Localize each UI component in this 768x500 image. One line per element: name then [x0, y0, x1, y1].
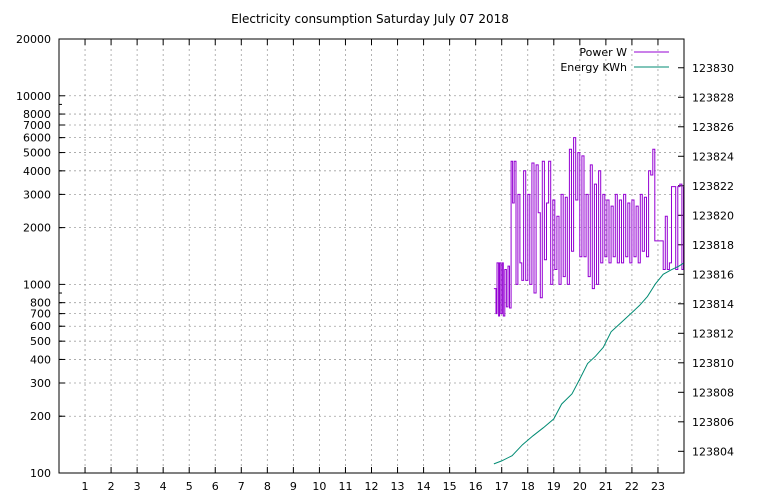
y-tick-label: 10000: [16, 90, 51, 103]
y-tick-label: 200: [30, 410, 51, 423]
x-tick-label: 12: [365, 480, 379, 493]
y2-tick-label: 123812: [692, 327, 734, 340]
x-tick-label: 16: [469, 480, 483, 493]
series-lines: [493, 137, 684, 465]
x-tick-label: 17: [495, 480, 509, 493]
y-tick-label: 500: [30, 335, 51, 348]
x-tick-label: 20: [573, 480, 587, 493]
x-tick-label: 18: [521, 480, 535, 493]
y2-tick-label: 123822: [692, 180, 734, 193]
y-tick-label: 400: [30, 353, 51, 366]
y2-tick-label: 123814: [692, 298, 734, 311]
y-tick-label: 600: [30, 320, 51, 333]
x-axis: 1 2 3 4 5 6 7 8 9 10 11 12 13 14 15 16 17 18 19 20 21 22 23: [82, 39, 665, 493]
x-tick-label: 21: [599, 480, 613, 493]
x-tick-label: 11: [338, 480, 352, 493]
y-tick-label: 700: [30, 308, 51, 321]
y2-tick-label: 123824: [692, 150, 734, 163]
y2-tick-label: 123828: [692, 91, 734, 104]
y2-tick-label: 123804: [692, 445, 734, 458]
y2-tick-label: 123810: [692, 357, 734, 370]
x-tick-label: 14: [417, 480, 431, 493]
x-tick-label: 19: [547, 480, 561, 493]
y-tick-label: 4000: [23, 165, 51, 178]
y2-tick-label: 123808: [692, 386, 734, 399]
y-tick-label: 1000: [23, 278, 51, 291]
y-tick-label: 300: [30, 377, 51, 390]
y-tick-label: 800: [30, 297, 51, 310]
legend-label: Power W: [579, 46, 627, 59]
x-tick-label: 3: [134, 480, 141, 493]
x-tick-label: 6: [212, 480, 219, 493]
x-tick-label: 1: [82, 480, 89, 493]
y2-tick-label: 123816: [692, 268, 734, 281]
y2-tick-label: 123830: [692, 62, 734, 75]
y2-tick-label: 123820: [692, 209, 734, 222]
y2-tick-label: 123818: [692, 239, 734, 252]
y-tick-label: 2000: [23, 222, 51, 235]
x-tick-label: 13: [391, 480, 405, 493]
x-tick-label: 9: [290, 480, 297, 493]
plot-frame: [58, 38, 685, 474]
x-tick-label: 2: [108, 480, 115, 493]
x-tick-label: 8: [264, 480, 271, 493]
x-tick-label: 23: [651, 480, 665, 493]
chart-title: Electricity consumption Saturday July 07…: [231, 12, 509, 26]
series-line-power: [493, 137, 684, 317]
y-tick-label: 8000: [23, 108, 51, 121]
x-tick-label: 7: [238, 480, 245, 493]
legend: Power W Energy KWh: [560, 46, 669, 74]
grid-lines: [59, 39, 684, 473]
right-y-axis: 123804 123806 123808 123810 123812 123814 1238…: [678, 62, 734, 458]
x-tick-label: 22: [625, 480, 639, 493]
y-tick-label: 5000: [23, 147, 51, 160]
y-tick-label: 100: [30, 467, 51, 480]
x-tick-label: 10: [312, 480, 326, 493]
y-tick-label: 7000: [23, 119, 51, 132]
y2-tick-label: 123826: [692, 121, 734, 134]
y-tick-label: 20000: [16, 33, 51, 46]
y-tick-label: 6000: [23, 132, 51, 145]
y-tick-label: 3000: [23, 188, 51, 201]
series-line-energy: [493, 262, 684, 465]
x-tick-label: 5: [186, 480, 193, 493]
x-tick-label: 4: [160, 480, 167, 493]
y2-tick-label: 123806: [692, 416, 734, 429]
x-tick-label: 15: [443, 480, 457, 493]
legend-label: Energy KWh: [560, 61, 627, 74]
